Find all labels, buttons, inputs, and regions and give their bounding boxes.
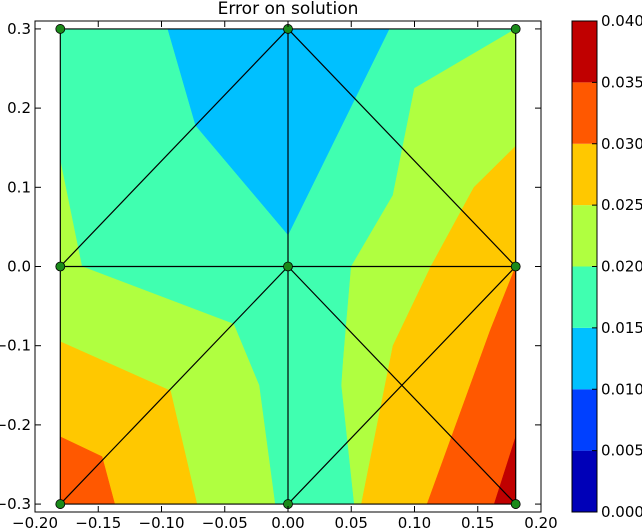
colorbar-tick-label: 0.040 <box>601 12 642 30</box>
x-tick-label: −0.05 <box>202 514 248 530</box>
mesh-nodes <box>55 24 521 509</box>
colorbar-tick-label: 0.030 <box>601 135 642 153</box>
x-tick-label: 0.15 <box>461 514 494 530</box>
mesh-edge-13 <box>287 28 517 267</box>
x-tick-label: 0.20 <box>524 514 557 530</box>
y-tick-label: −0.1 <box>0 337 31 355</box>
colorbar-tick-label: 0.005 <box>601 442 642 460</box>
mesh-node-3 <box>55 261 66 272</box>
colorbar-band-2 <box>572 327 597 390</box>
colorbar: 0.000 0.005 0.010 0.015 0.020 0.025 0.030 0.035… <box>571 12 642 521</box>
x-tick-label: −0.20 <box>12 514 58 530</box>
colorbar-band-4 <box>572 205 597 267</box>
y-tick-label: −0.3 <box>0 495 31 513</box>
colorbar-band-6 <box>572 82 597 144</box>
colorbar-tick-label: 0.000 <box>601 503 642 521</box>
y-tick-label: −0.2 <box>0 416 31 434</box>
mesh-node-0 <box>55 24 66 34</box>
y-tick-label: 0.3 <box>7 20 31 38</box>
y-tick-label: 0.1 <box>7 178 31 196</box>
x-tick-label: 0.10 <box>398 514 431 530</box>
x-tick-label: 0.05 <box>335 514 368 530</box>
colorbar-band-7 <box>572 21 597 83</box>
y-tick-label: 0.0 <box>7 258 31 276</box>
x-tick-label: −0.10 <box>139 514 185 530</box>
mesh-node-5 <box>510 261 521 272</box>
colorbar-tick-label: 0.035 <box>601 73 642 91</box>
x-tick-label: 0.00 <box>271 514 304 530</box>
mesh-node-6 <box>55 499 66 509</box>
x-axis: −0.20 −0.15 −0.10 −0.05 0.00 0.05 0.10 0.15 0.20 <box>12 21 558 530</box>
mesh-node-4 <box>283 261 293 272</box>
y-axis: 0.3 0.2 0.1 0.0 −0.1 −0.2 −0.3 <box>0 20 541 513</box>
colorbar-tick-label: 0.010 <box>601 380 642 398</box>
colorbar-band-3 <box>572 266 597 328</box>
colorbar-band-5 <box>572 143 597 206</box>
mesh-edge-16 <box>287 266 517 505</box>
mesh-edges <box>59 28 517 505</box>
mesh-edge-14 <box>59 266 289 505</box>
mesh-node-2 <box>510 24 521 34</box>
x-tick-label: −0.15 <box>75 514 121 530</box>
colorbar-band-0 <box>572 450 597 512</box>
colorbar-tick-label: 0.015 <box>601 319 642 337</box>
chart-title: Error on solution <box>218 0 359 19</box>
colorbar-tick-label: 0.025 <box>601 196 642 214</box>
y-tick-label: 0.2 <box>7 99 31 117</box>
mesh-edge-12 <box>59 28 289 267</box>
mesh-node-8 <box>510 499 521 509</box>
colorbar-band-1 <box>572 389 597 451</box>
colorbar-tick-label: 0.020 <box>601 258 642 276</box>
